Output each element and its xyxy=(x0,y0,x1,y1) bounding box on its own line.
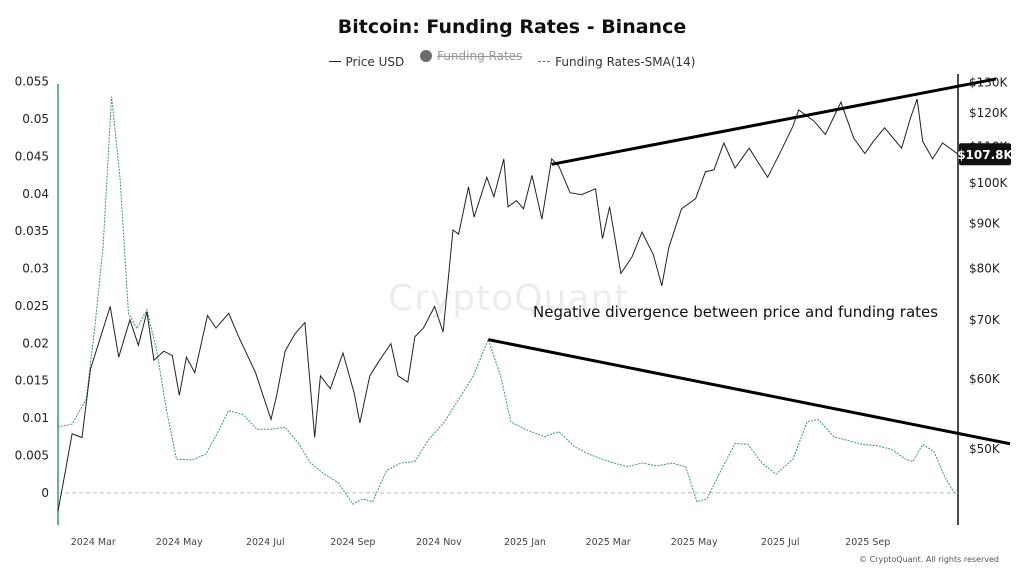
legend: Price USD Funding Rates Funding Rates-SM… xyxy=(0,49,1024,69)
legend-item-price[interactable]: Price USD xyxy=(328,54,405,69)
left-tick-label: 0.035 xyxy=(15,224,49,238)
legend-item-funding-rates[interactable]: Funding Rates xyxy=(420,49,522,63)
left-tick-label: 0.02 xyxy=(22,336,49,350)
right-tick-label: $80K xyxy=(969,262,1001,276)
left-tick-label: 0.015 xyxy=(15,374,49,388)
x-tick-label: 2025 Jul xyxy=(761,537,800,548)
left-tick-label: 0.025 xyxy=(15,299,49,313)
left-tick-label: 0.03 xyxy=(22,262,49,276)
legend-label-funding-rates: Funding Rates xyxy=(437,49,523,63)
right-tick-label: $90K xyxy=(969,216,1001,230)
current-price-label: $107.8K xyxy=(957,148,1013,162)
x-tick-label: 2024 Mar xyxy=(71,537,116,548)
left-tick-label: 0.05 xyxy=(22,112,49,126)
left-tick-label: 0 xyxy=(41,486,49,500)
series-funding-rates-sma xyxy=(57,96,956,505)
x-tick-label: 2025 Jan xyxy=(504,537,546,548)
left-tick-label: 0.01 xyxy=(22,411,49,425)
price-trendline xyxy=(551,77,997,166)
annotation-text: Negative divergence between price and fu… xyxy=(533,303,938,321)
watermark-logo: CryptoQuant xyxy=(388,278,630,319)
right-tick-label: $100K xyxy=(969,176,1009,190)
series-price-usd xyxy=(57,98,959,512)
current-price-badge xyxy=(959,143,1011,166)
legend-swatch-funding-sma xyxy=(538,61,551,62)
x-tick-label: 2024 May xyxy=(156,537,203,548)
right-tick-label: $60K xyxy=(969,372,1001,386)
x-tick-label: 2024 Jul xyxy=(246,537,285,548)
legend-label-funding-sma: Funding Rates-SMA(14) xyxy=(555,54,696,69)
x-tick-label: 2025 Mar xyxy=(586,537,631,548)
right-tick-label: $50K xyxy=(969,442,1001,456)
legend-swatch-funding-rates xyxy=(420,50,433,62)
right-tick-label: $130K xyxy=(969,75,1009,89)
left-tick-label: 0.055 xyxy=(15,75,49,89)
legend-item-funding-sma[interactable]: Funding Rates-SMA(14) xyxy=(538,55,695,69)
x-tick-label: 2025 Sep xyxy=(845,537,890,548)
right-tick-label: $120K xyxy=(969,106,1009,120)
right-tick-label: $70K xyxy=(969,313,1001,327)
legend-label-price: Price USD xyxy=(345,54,405,69)
chart-title: Bitcoin: Funding Rates - Binance xyxy=(337,16,687,38)
legend-swatch-price xyxy=(328,61,341,62)
x-tick-label: 2024 Nov xyxy=(416,537,462,548)
funding-trendline xyxy=(487,338,1011,446)
left-tick-label: 0.04 xyxy=(22,187,49,201)
x-tick-label: 2025 May xyxy=(671,537,718,548)
x-tick-label: 2024 Sep xyxy=(330,537,375,548)
left-tick-label: 0.005 xyxy=(15,448,49,462)
copyright-text: © CryptoQuant. All rights reserved xyxy=(859,555,999,564)
left-tick-label: 0.045 xyxy=(15,149,49,163)
